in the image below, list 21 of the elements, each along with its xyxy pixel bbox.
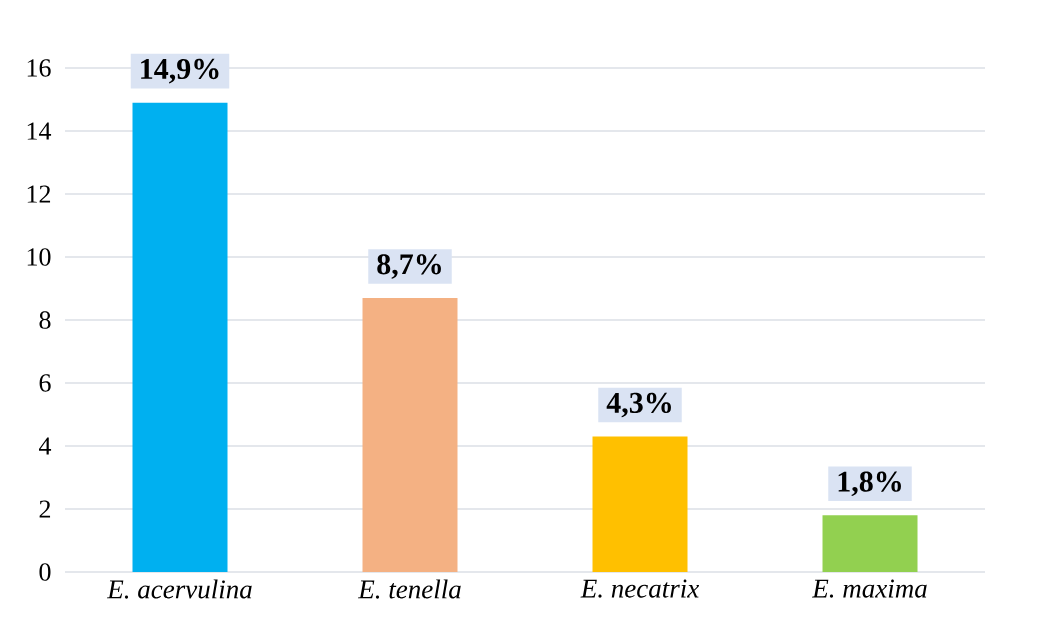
data-label: 14,9% [141,58,219,84]
y-tick-label: 14 [27,122,52,140]
data-label: 8,7% [377,254,441,279]
y-tick-label: 12 [27,185,51,203]
y-tick-label: 2 [39,500,51,518]
data-label: 4,3% [606,392,671,418]
bar [592,436,688,572]
data-label: 1,8% [838,471,901,497]
y-tick-label: 16 [27,59,51,77]
y-tick-label: 10 [27,248,51,266]
y-tick-label: 0 [39,563,51,581]
x-tick-label: E. maxima [811,579,927,598]
x-tick-label: E. acervulina [106,579,252,599]
bar [822,515,918,572]
y-tick-label: 6 [39,374,51,392]
bar [132,102,228,572]
y-tick-label: 4 [39,437,52,455]
y-tick-label: 8 [39,311,51,329]
x-tick-label: E. necatrix [580,579,700,598]
x-tick-label: E. tenella [357,579,461,599]
bar [362,297,458,572]
